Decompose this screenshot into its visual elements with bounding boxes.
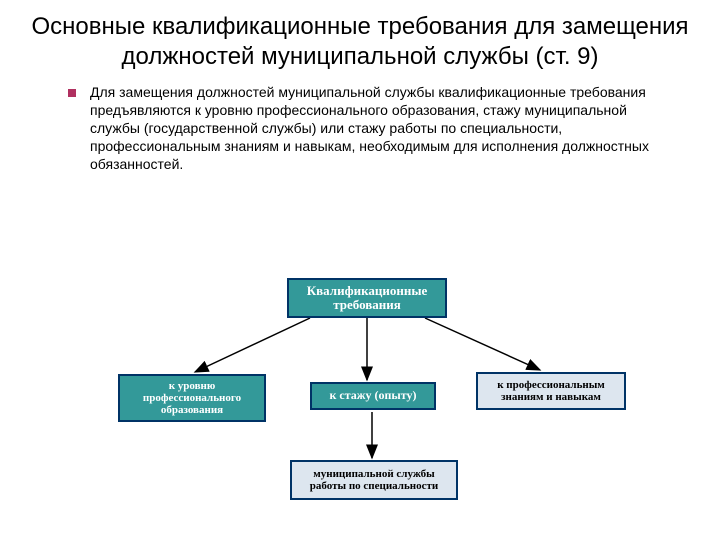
edge-2 xyxy=(425,318,540,370)
bullet-marker xyxy=(68,89,76,97)
bullet-block: Для замещения должностей муниципальной с… xyxy=(0,80,720,174)
node-bottom: муниципальной службы работы по специальн… xyxy=(290,460,458,500)
node-mid: к стажу (опыту) xyxy=(310,382,436,410)
diagram: Квалификационные требования к уровню проф… xyxy=(0,272,720,532)
slide-title: Основные квалификационные требования для… xyxy=(0,0,720,80)
bullet-text: Для замещения должностей муниципальной с… xyxy=(90,84,660,174)
node-left: к уровню профессионального образования xyxy=(118,374,266,422)
edge-0 xyxy=(195,318,310,372)
node-right: к профессиональным знаниям и навыкам xyxy=(476,372,626,410)
node-root: Квалификационные требования xyxy=(287,278,447,318)
